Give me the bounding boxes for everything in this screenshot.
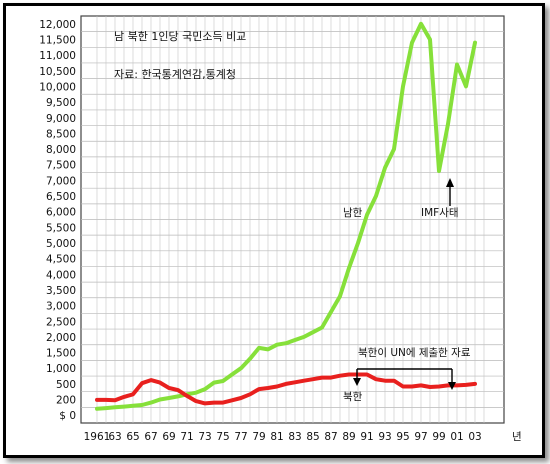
x-unit-label: 년 [512,431,522,443]
x-tick-label: 69 [162,431,175,443]
x-tick-label: 65 [126,431,139,443]
series-label-south-korea: 남한 [343,207,363,219]
y-tick-label: 9,500 [46,97,76,109]
y-tick-label: 1,500 [46,348,76,360]
y-tick-label: 11,000 [39,50,76,62]
x-tick-label: 91 [360,431,373,443]
series-lines [95,21,477,411]
x-tick-label: 63 [108,431,121,443]
x-tick-label: 81 [270,431,283,443]
x-tick-label: 97 [414,431,427,443]
x-tick-label: 87 [324,431,337,443]
y-tick-label: 8,000 [46,144,76,156]
y-tick-label: 5,000 [46,238,76,250]
y-tick-label: 12,000 [39,19,76,31]
x-tick-label: 89 [342,431,355,443]
y-tick-label: 4,000 [46,269,76,281]
income-comparison-chart: $ 0 200 500 1,000 1,500 2,000 2,500 3,000 3,500 4… [39,15,522,443]
y-tick-label: 1,000 [46,363,76,375]
y-axis-tick-labels: $ 0 200 500 1,000 1,500 2,000 2,500 3,000 3,500 4… [39,19,76,422]
y-tick-label: 9,000 [46,113,76,125]
x-tick-label: 95 [396,431,409,443]
y-tick-label: 200 [56,395,76,407]
x-tick-label: 83 [288,431,301,443]
y-tick-label: 500 [56,379,76,391]
y-tick-label: 7,000 [46,175,76,187]
series-label-north-korea: 북한 [343,391,363,403]
y-tick-label: 3,000 [46,301,76,313]
x-tick-label: 71 [180,431,193,443]
y-tick-label: 7,500 [46,160,76,172]
imf-arrow [446,178,454,206]
un-data-label: 북한이 UN에 제출한 자료 [358,347,471,359]
y-tick-label: 11,500 [39,34,76,46]
x-tick-label: 01 [450,431,463,443]
x-tick-label: 77 [234,431,247,443]
chart-source: 자료: 한국통계연감,통계청 [114,68,236,81]
x-tick-label: 03 [468,431,481,443]
y-tick-label: 6,000 [46,207,76,219]
y-tick-label: 8,500 [46,128,76,140]
x-tick-label: 85 [306,431,319,443]
x-tick-label: 93 [378,431,391,443]
y-tick-label: 10,500 [39,66,76,78]
y-tick-label: 5,500 [46,222,76,234]
y-tick-label: $ 0 [59,410,76,422]
imf-crisis-label: IMF사태 [421,207,459,219]
y-tick-label: 6,500 [46,191,76,203]
series-line-north-korea [95,372,477,406]
chart-title: 남 북한 1인당 국민소득 비교 [114,30,246,43]
y-tick-label: 2,000 [46,332,76,344]
x-tick-label: 79 [252,431,265,443]
x-tick-label: 1961 [84,431,111,443]
x-tick-label: 73 [198,431,211,443]
x-tick-label: 75 [216,431,229,443]
chart-frame: $ 0 200 500 1,000 1,500 2,000 2,500 3,000 3,500 4… [3,3,545,458]
un-data-bracket [353,368,456,390]
x-tick-label: 99 [432,431,445,443]
grid-lines [81,16,504,423]
y-tick-label: 3,500 [46,285,76,297]
x-tick-label: 67 [144,431,157,443]
y-tick-label: 10,000 [39,81,76,93]
y-tick-label: 4,500 [46,254,76,266]
series-line-south-korea [95,21,477,411]
y-tick-label: 2,500 [46,316,76,328]
